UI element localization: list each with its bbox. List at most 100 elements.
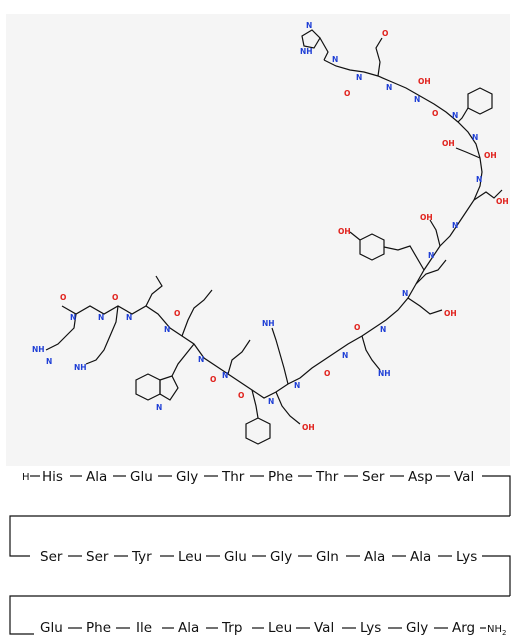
atom-oh: OH (442, 139, 455, 148)
side-chain-phe-upper-ring (467, 87, 493, 115)
residue: Glu (224, 549, 247, 565)
wrap-connector-left-1 (9, 515, 510, 557)
atom-oh: OH (444, 309, 457, 318)
side-chain-his-ring (301, 29, 321, 49)
side-chain-ile (227, 339, 251, 375)
residue: Gln (316, 549, 339, 565)
residue: Ala (86, 469, 107, 485)
sequence-row-1: H His Ala Glu Gly Thr Phe Thr Ser Asp (9, 469, 511, 557)
atom-n: N (342, 351, 348, 360)
atom-n: N (70, 313, 76, 322)
atom-oh: OH (338, 227, 351, 236)
side-chain-phe-upper-link (457, 107, 469, 123)
atom-n: N (268, 397, 274, 406)
side-chain-gln (361, 335, 381, 371)
atom-n: N (472, 133, 478, 142)
atom-n: N (428, 251, 434, 260)
residue: Ser (86, 549, 109, 565)
residue: Gly (176, 469, 198, 485)
atom-labels: N O N O N N O N O N O N OH N O N O N OH … (32, 21, 509, 432)
atom-o: O (112, 293, 118, 302)
side-chain-tyr-link (383, 245, 425, 271)
atom-n: N (156, 403, 162, 412)
atom-n: N (386, 83, 392, 92)
side-chain-tyr-ring (359, 233, 385, 261)
residue: Gly (270, 549, 292, 565)
atom-n: N (380, 325, 386, 334)
atom-nh: NH (32, 345, 45, 354)
atom-n: N (332, 55, 338, 64)
side-chain-his-link (319, 37, 329, 61)
atom-o: O (324, 369, 330, 378)
residue: Lys (360, 620, 381, 636)
residue: Phe (86, 620, 111, 636)
atom-o: O (60, 293, 66, 302)
atom-o: O (432, 109, 438, 118)
side-chain-trp-ring-a (135, 373, 161, 401)
side-chain-arg (45, 313, 77, 351)
side-chain-tyr-oh (349, 231, 361, 241)
atom-nh: NH (262, 319, 275, 328)
side-chain-asp (473, 189, 503, 201)
residue: Lys (456, 549, 477, 565)
side-chain-val (145, 275, 163, 307)
side-chain-glu-upper (375, 37, 383, 77)
residue: Glu (130, 469, 153, 485)
atom-n: N (356, 73, 362, 82)
side-chain-leu-upper (415, 259, 447, 285)
side-chain-leu (181, 289, 213, 337)
c-terminus-label: NH (487, 624, 502, 635)
side-chain-ser (429, 219, 441, 247)
atom-oh: OH (302, 423, 315, 432)
skeletal-structure-panel: N O N O N N O N O N O N OH N O N O N OH … (6, 14, 510, 466)
side-chain-trp-link (171, 343, 195, 377)
residue: Tyr (131, 549, 152, 565)
wrap-connector-right-2 (482, 555, 511, 596)
atom-n: N (452, 111, 458, 120)
side-chain-trp-ring-b (159, 375, 179, 401)
atom-n: N (222, 371, 228, 380)
side-chain-glu-lower (275, 391, 301, 425)
side-chain-glu-mid (407, 297, 443, 315)
atom-o: O (174, 309, 180, 318)
atom-n: N (198, 355, 204, 364)
atom-oh: OH (420, 213, 433, 222)
atom-oh: OH (496, 197, 509, 206)
side-chain-thr (455, 147, 481, 159)
atom-o: O (210, 375, 216, 384)
atom-n: N (402, 289, 408, 298)
wrap-connector-right (482, 475, 511, 516)
side-chain-phe-lower-link (251, 389, 259, 419)
residue: Trp (221, 620, 242, 636)
residue: Val (454, 469, 474, 485)
atom-o: O (238, 391, 244, 400)
residue: Phe (268, 469, 293, 485)
atom-n: N (46, 357, 52, 366)
c-terminus-subscript: 2 (502, 629, 506, 636)
atom-n: N (306, 21, 312, 30)
atom-nh: NH (300, 47, 313, 56)
atom-o: O (344, 89, 350, 98)
residue: Ala (410, 549, 431, 565)
side-chain-phe-lower-ring (245, 417, 271, 445)
residue: Thr (315, 469, 339, 485)
atom-n: N (126, 313, 132, 322)
residue: Asp (408, 469, 433, 485)
residue: His (42, 469, 63, 485)
residue: Ala (178, 620, 199, 636)
n-terminus: H (22, 472, 30, 483)
atom-oh: OH (484, 151, 497, 160)
atom-n: N (452, 221, 458, 230)
residue: Leu (178, 549, 202, 565)
sequence-svg: H His Ala Glu Gly Thr Phe Thr Ser Asp (9, 469, 511, 636)
residue: Val (314, 620, 334, 636)
residue: Thr (221, 469, 245, 485)
residue: Arg (452, 620, 475, 636)
c-terminus: NH2 (487, 624, 506, 636)
atom-n: N (294, 381, 300, 390)
atom-n: N (164, 325, 170, 334)
atom-nh: NH (74, 363, 87, 372)
side-chain-lys-lower (85, 305, 119, 365)
atom-o: O (382, 29, 388, 38)
atom-nh: NH (378, 369, 391, 378)
